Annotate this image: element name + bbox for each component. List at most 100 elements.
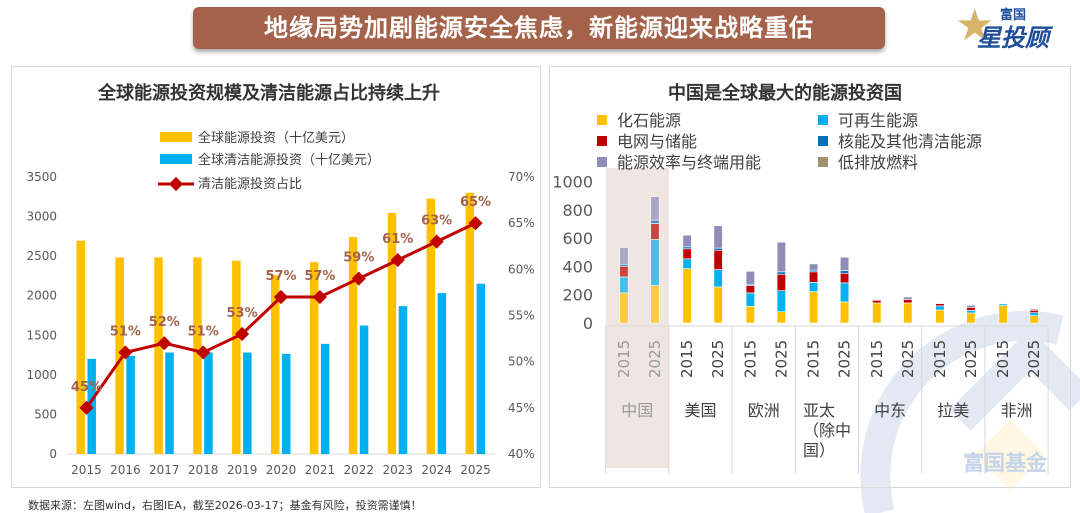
stacked-segment-2 <box>839 272 850 284</box>
clean-share-label: 57% <box>304 269 335 284</box>
x-axis-year-label: 2025 <box>646 340 664 378</box>
stacked-segment-0 <box>745 306 755 324</box>
clean-share-marker <box>235 326 250 342</box>
x-axis-year-label: 2015 <box>678 340 696 378</box>
stacked-segment-4 <box>839 256 850 271</box>
total-investment-bar <box>271 275 280 454</box>
stacked-segment-4 <box>650 196 660 221</box>
legend-label: 能源效率与终端用能 <box>617 153 761 172</box>
y-axis-tick: 800 <box>562 201 593 220</box>
logo-top-text: 富国 <box>1000 8 1027 23</box>
right-chart: 0 200 400 600 800 1000 2015 2025 中国 2015 2025 美国 201… <box>552 111 1049 474</box>
stacked-segment-0 <box>808 291 819 324</box>
total-investment-bar <box>76 240 85 454</box>
logo-bottom-text: 星投顾 <box>977 24 1049 52</box>
total-investment-bar <box>465 192 475 455</box>
clean-share-label: 45% <box>71 380 102 395</box>
stacked-segment-2 <box>966 307 976 311</box>
right-axis-tick: 50% <box>508 355 535 369</box>
clean-share-marker <box>196 345 211 360</box>
x-axis-year-label: 2015 <box>868 340 886 378</box>
clean-share-marker <box>429 234 444 249</box>
stacked-segment-1 <box>839 282 850 303</box>
legend-swatch <box>597 157 607 167</box>
region-label: 中国 <box>621 401 653 420</box>
total-investment-bar <box>387 213 397 454</box>
x-axis-year-label: 2015 <box>615 340 633 378</box>
left-axis-tick: 1500 <box>26 328 57 342</box>
legend-swatch <box>597 136 607 146</box>
region-label: 非洲 <box>1000 401 1032 420</box>
left-chart: 0 500 1000 1500 2000 2500 3000 3500 40% 45% 50% 55%… <box>26 130 535 477</box>
x-axis-year-label: 2025 <box>962 340 980 378</box>
clean-investment-bar <box>437 293 447 454</box>
legend-swatch <box>818 157 828 167</box>
left-chart-title: 全球能源投资规模及清洁能源占比持续上升 <box>98 83 440 104</box>
stacked-segment-2 <box>650 223 660 240</box>
total-investment-bar <box>232 260 241 454</box>
watermark-text: 富国基金 <box>963 451 1048 475</box>
left-axis-tick: 1000 <box>26 368 57 382</box>
region-label: 美国 <box>684 401 716 420</box>
clean-share-marker <box>273 289 289 305</box>
left-chart-panel <box>11 66 541 488</box>
clean-share-marker <box>79 400 94 415</box>
right-axis-tick: 60% <box>508 262 535 276</box>
stacked-segment-4 <box>619 247 629 265</box>
stacked-segment-3 <box>713 247 723 251</box>
stacked-segment-3 <box>839 270 850 274</box>
clean-investment-bar <box>359 325 369 454</box>
stacked-segment-1 <box>619 276 629 294</box>
stacked-segment-0 <box>650 285 660 324</box>
stacked-segment-2 <box>872 299 882 304</box>
legend-label: 可再生能源 <box>838 111 918 130</box>
legend-swatch <box>597 115 607 125</box>
page-title-banner: 地缘局势加剧能源安全焦虑，新能源迎来战略重估 <box>193 7 885 49</box>
clean-share-label: 51% <box>188 324 219 339</box>
region-label: 拉美 <box>937 401 969 420</box>
legend-label: 电网与储能 <box>617 132 697 151</box>
clean-share-label: 57% <box>265 269 296 284</box>
brand-logo: ★ 富国 星投顾 <box>955 2 1065 53</box>
total-investment-bar <box>309 262 319 454</box>
clean-investment-bar <box>282 353 291 454</box>
stacked-segment-1 <box>776 290 786 312</box>
clean-investment-bar <box>398 306 408 454</box>
y-axis-tick: 200 <box>562 286 593 305</box>
x-axis-tick: 2018 <box>188 463 219 477</box>
x-axis-year-label: 2025 <box>836 340 854 378</box>
clean-share-marker <box>351 271 366 286</box>
region-label: 中东 <box>874 401 906 420</box>
clean-share-label: 63% <box>421 214 452 229</box>
y-axis-tick: 1000 <box>552 173 593 192</box>
stacked-segment-1 <box>808 282 819 292</box>
x-axis-year-label: 2025 <box>899 340 917 378</box>
region-label: 欧洲 <box>748 401 780 420</box>
y-axis-tick: 600 <box>562 229 593 248</box>
stacked-segment-2 <box>1029 309 1039 313</box>
clean-share-label: 52% <box>149 315 180 330</box>
stacked-segment-1 <box>1029 312 1039 316</box>
right-axis-tick: 40% <box>508 447 535 461</box>
stacked-segment-1 <box>745 292 755 307</box>
stacked-segment-0 <box>682 268 692 324</box>
stacked-segment-0 <box>619 292 629 324</box>
legend-swatch <box>818 136 828 146</box>
stacked-segment-0 <box>966 312 976 324</box>
stacked-segment-0 <box>903 302 913 324</box>
stacked-segment-4 <box>713 225 723 249</box>
stacked-segment-4 <box>776 241 786 273</box>
stacked-segment-3 <box>776 271 786 275</box>
clean-investment-bar <box>320 343 330 454</box>
right-axis-tick: 65% <box>508 216 535 230</box>
legend-label: 核能及其他清洁能源 <box>838 132 982 151</box>
clean-investment-bar <box>476 283 486 454</box>
legend-label: 全球清洁能源投资（十亿美元） <box>198 152 380 168</box>
left-axis-tick: 0 <box>49 447 57 461</box>
clean-investment-bar <box>126 355 135 454</box>
clean-share-marker <box>468 216 483 231</box>
legend-label: 低排放燃料 <box>838 153 918 172</box>
stacked-segment-1 <box>650 239 660 286</box>
clean-share-marker <box>157 336 172 351</box>
x-axis-year-label: 2015 <box>741 340 759 378</box>
